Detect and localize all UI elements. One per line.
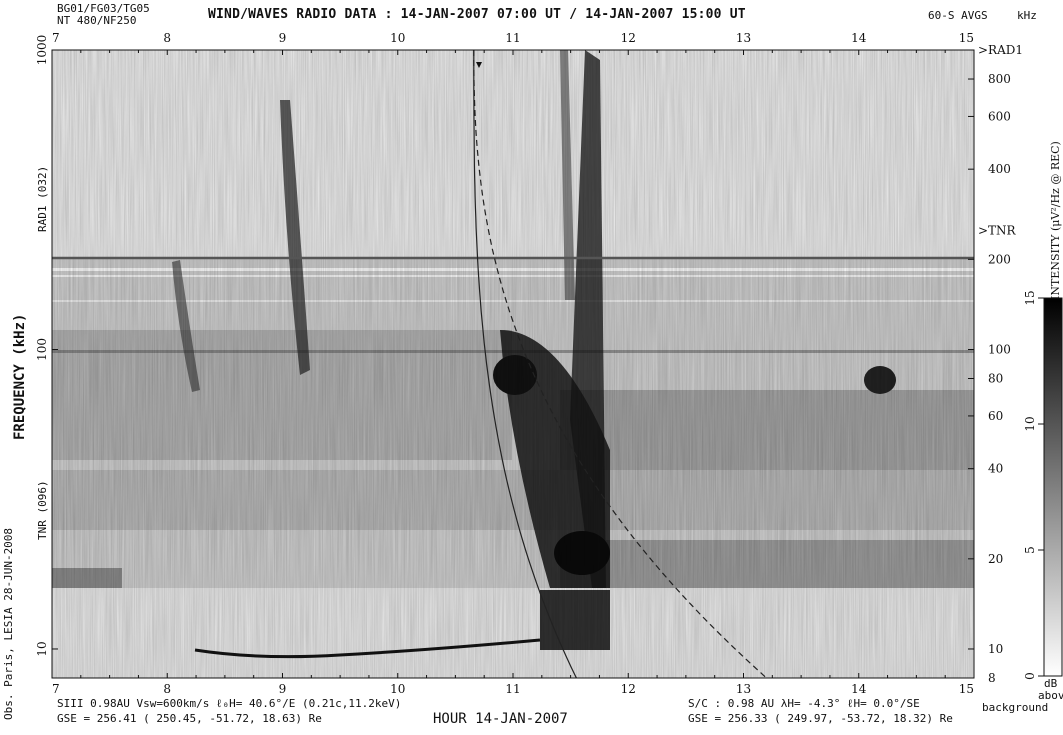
footer-left-line1: SIII 0.98AU Vsw=600km/s ℓ₀H= 40.6°/E (0.… xyxy=(57,697,402,710)
footer-right-line2: GSE = 256.33 ( 249.97, -53.72, 18.32) Re xyxy=(688,712,953,725)
x-ticks-top: 7 8 9 10 11 12 13 14 15 xyxy=(51,31,975,55)
dashed-drift-curve xyxy=(473,50,767,678)
colorbar-tick-label: 15 xyxy=(1023,290,1037,305)
x-tick-label-top: 7 xyxy=(52,31,60,45)
x-tick-label-bottom: 9 xyxy=(279,682,287,696)
x-tick-label-top: 11 xyxy=(505,31,520,45)
run-params-line2: NT 480/NF250 xyxy=(57,14,137,27)
y-tick-label-right: 600 xyxy=(988,109,1011,123)
y-ticks-right: 800 600 400 200 100 80 60 40 20 10 8 xyxy=(968,72,1011,685)
x-tick-label-top: 15 xyxy=(959,31,974,45)
solid-drift-curve xyxy=(473,50,577,678)
x-tick-label-top: 8 xyxy=(163,31,171,45)
onset-marker xyxy=(476,62,482,68)
rad1-band-marker: >RAD1 xyxy=(978,43,1023,57)
colorbar-tick-label: 10 xyxy=(1023,416,1037,431)
x-tick-label-top: 9 xyxy=(279,31,287,45)
y-tick-label-right: 200 xyxy=(988,252,1011,266)
x-tick-label-bottom: 7 xyxy=(52,682,60,696)
x-tick-label-bottom: 13 xyxy=(736,682,751,696)
x-tick-label-bottom: 10 xyxy=(390,682,405,696)
tnr-band-marker: >TNR xyxy=(978,223,1017,237)
x-ticks-bottom: 7 8 9 10 11 12 13 14 15 xyxy=(51,673,975,696)
x-tick-label-top: 13 xyxy=(736,31,751,45)
colorbar-tick-label: 0 xyxy=(1023,672,1037,680)
khz-unit-label: kHz xyxy=(1017,9,1037,22)
x-tick-label-bottom: 15 xyxy=(959,682,974,696)
x-tick-label-bottom: 12 xyxy=(621,682,636,696)
y-tick-label-right: 8 xyxy=(988,671,996,685)
y-tick-label-left: 10 xyxy=(35,641,49,656)
y-tick-label-left: 100 xyxy=(35,338,49,361)
run-params-line1: BG01/FG03/TG05 xyxy=(57,2,150,15)
footer-left-line2: GSE = 256.41 ( 250.45, -51.72, 18.63) Re xyxy=(57,712,322,725)
y-tick-label-right: 80 xyxy=(988,372,1003,386)
band-markers: >RAD1 >TNR xyxy=(978,43,1023,237)
x-axis-title: HOUR 14-JAN-2007 xyxy=(433,711,568,727)
colorbar-unit-db: dB xyxy=(1044,677,1058,690)
x-tick-label-bottom: 8 xyxy=(163,682,171,696)
x-tick-label-bottom: 11 xyxy=(505,682,520,696)
y-tick-label-right: 800 xyxy=(988,72,1011,86)
y-tick-label-left: 1000 xyxy=(35,35,49,66)
y-tick-label-right: 40 xyxy=(988,462,1003,476)
y-tick-label-right: 10 xyxy=(988,642,1003,656)
y-tick-label-right: 400 xyxy=(988,162,1011,176)
colorbar-ticks: 0 5 10 15 xyxy=(1023,290,1044,680)
colorbar-unit-background: background xyxy=(982,701,1049,714)
avgs-label: 60-S AVGS xyxy=(928,9,988,22)
colorbar-unit-above: above xyxy=(1038,689,1063,702)
y-ticks-left: 1000 100 10 xyxy=(35,35,58,657)
x-tick-label-top: 14 xyxy=(851,31,867,45)
y-tick-label-right: 60 xyxy=(988,409,1003,423)
footer-right-line1: S/C : 0.98 AU λH= -4.3° ℓH= 0.0°/SE xyxy=(688,697,920,710)
x-tick-label-top: 10 xyxy=(390,31,405,45)
colorbar-tick-label: 5 xyxy=(1023,546,1037,554)
spectrogram-image xyxy=(52,50,974,678)
colorbar xyxy=(1043,297,1063,677)
x-tick-label-bottom: 14 xyxy=(851,682,867,696)
y-tick-label-right: 100 xyxy=(988,342,1011,356)
y-tick-label-right: 20 xyxy=(988,552,1003,566)
x-tick-label-top: 12 xyxy=(621,31,636,45)
chart-title: WIND/WAVES RADIO DATA : 14-JAN-2007 07:0… xyxy=(208,7,746,22)
